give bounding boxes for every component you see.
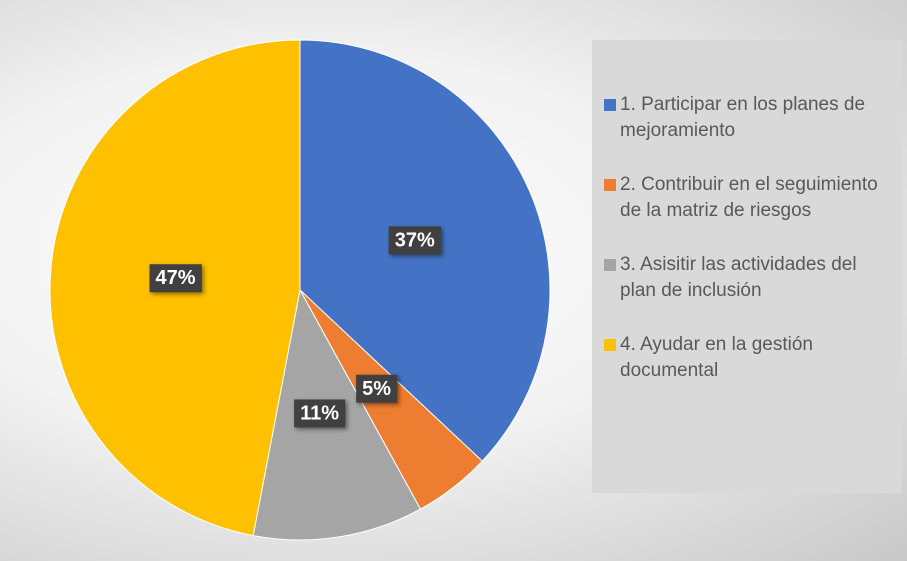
data-label: 37% xyxy=(388,226,441,255)
data-label: 5% xyxy=(356,374,398,403)
legend-label: 4. Ayudar en la gestión documental xyxy=(620,334,813,381)
data-label-text: 37% xyxy=(395,229,435,251)
legend-swatch xyxy=(604,179,616,191)
data-label-box xyxy=(294,399,346,428)
legend-item: 4. Ayudar en la gestión documental xyxy=(604,332,894,384)
data-label: 47% xyxy=(149,264,202,293)
data-label: 11% xyxy=(294,399,346,428)
data-label-box xyxy=(356,374,398,403)
data-label-text: 47% xyxy=(156,267,196,289)
legend-item: 2. Contribuir en el seguimiento de la ma… xyxy=(604,172,894,224)
legend-item: 1. Participar en los planes de mejoramie… xyxy=(604,92,894,144)
data-label-box xyxy=(149,264,202,293)
data-label-text: 11% xyxy=(300,402,339,424)
data-label-box xyxy=(388,226,441,255)
legend-label: 1. Participar en los planes de mejoramie… xyxy=(620,94,866,141)
legend-swatch xyxy=(604,259,616,271)
legend-label: 3. Asisitir las actividades del plan de … xyxy=(620,254,857,301)
legend-swatch xyxy=(604,339,616,351)
legend: 1. Participar en los planes de mejoramie… xyxy=(592,40,902,493)
legend-swatch xyxy=(604,99,616,111)
legend-item: 3. Asisitir las actividades del plan de … xyxy=(604,252,894,304)
data-label-text: 5% xyxy=(362,378,391,400)
legend-label: 2. Contribuir en el seguimiento de la ma… xyxy=(620,174,878,221)
